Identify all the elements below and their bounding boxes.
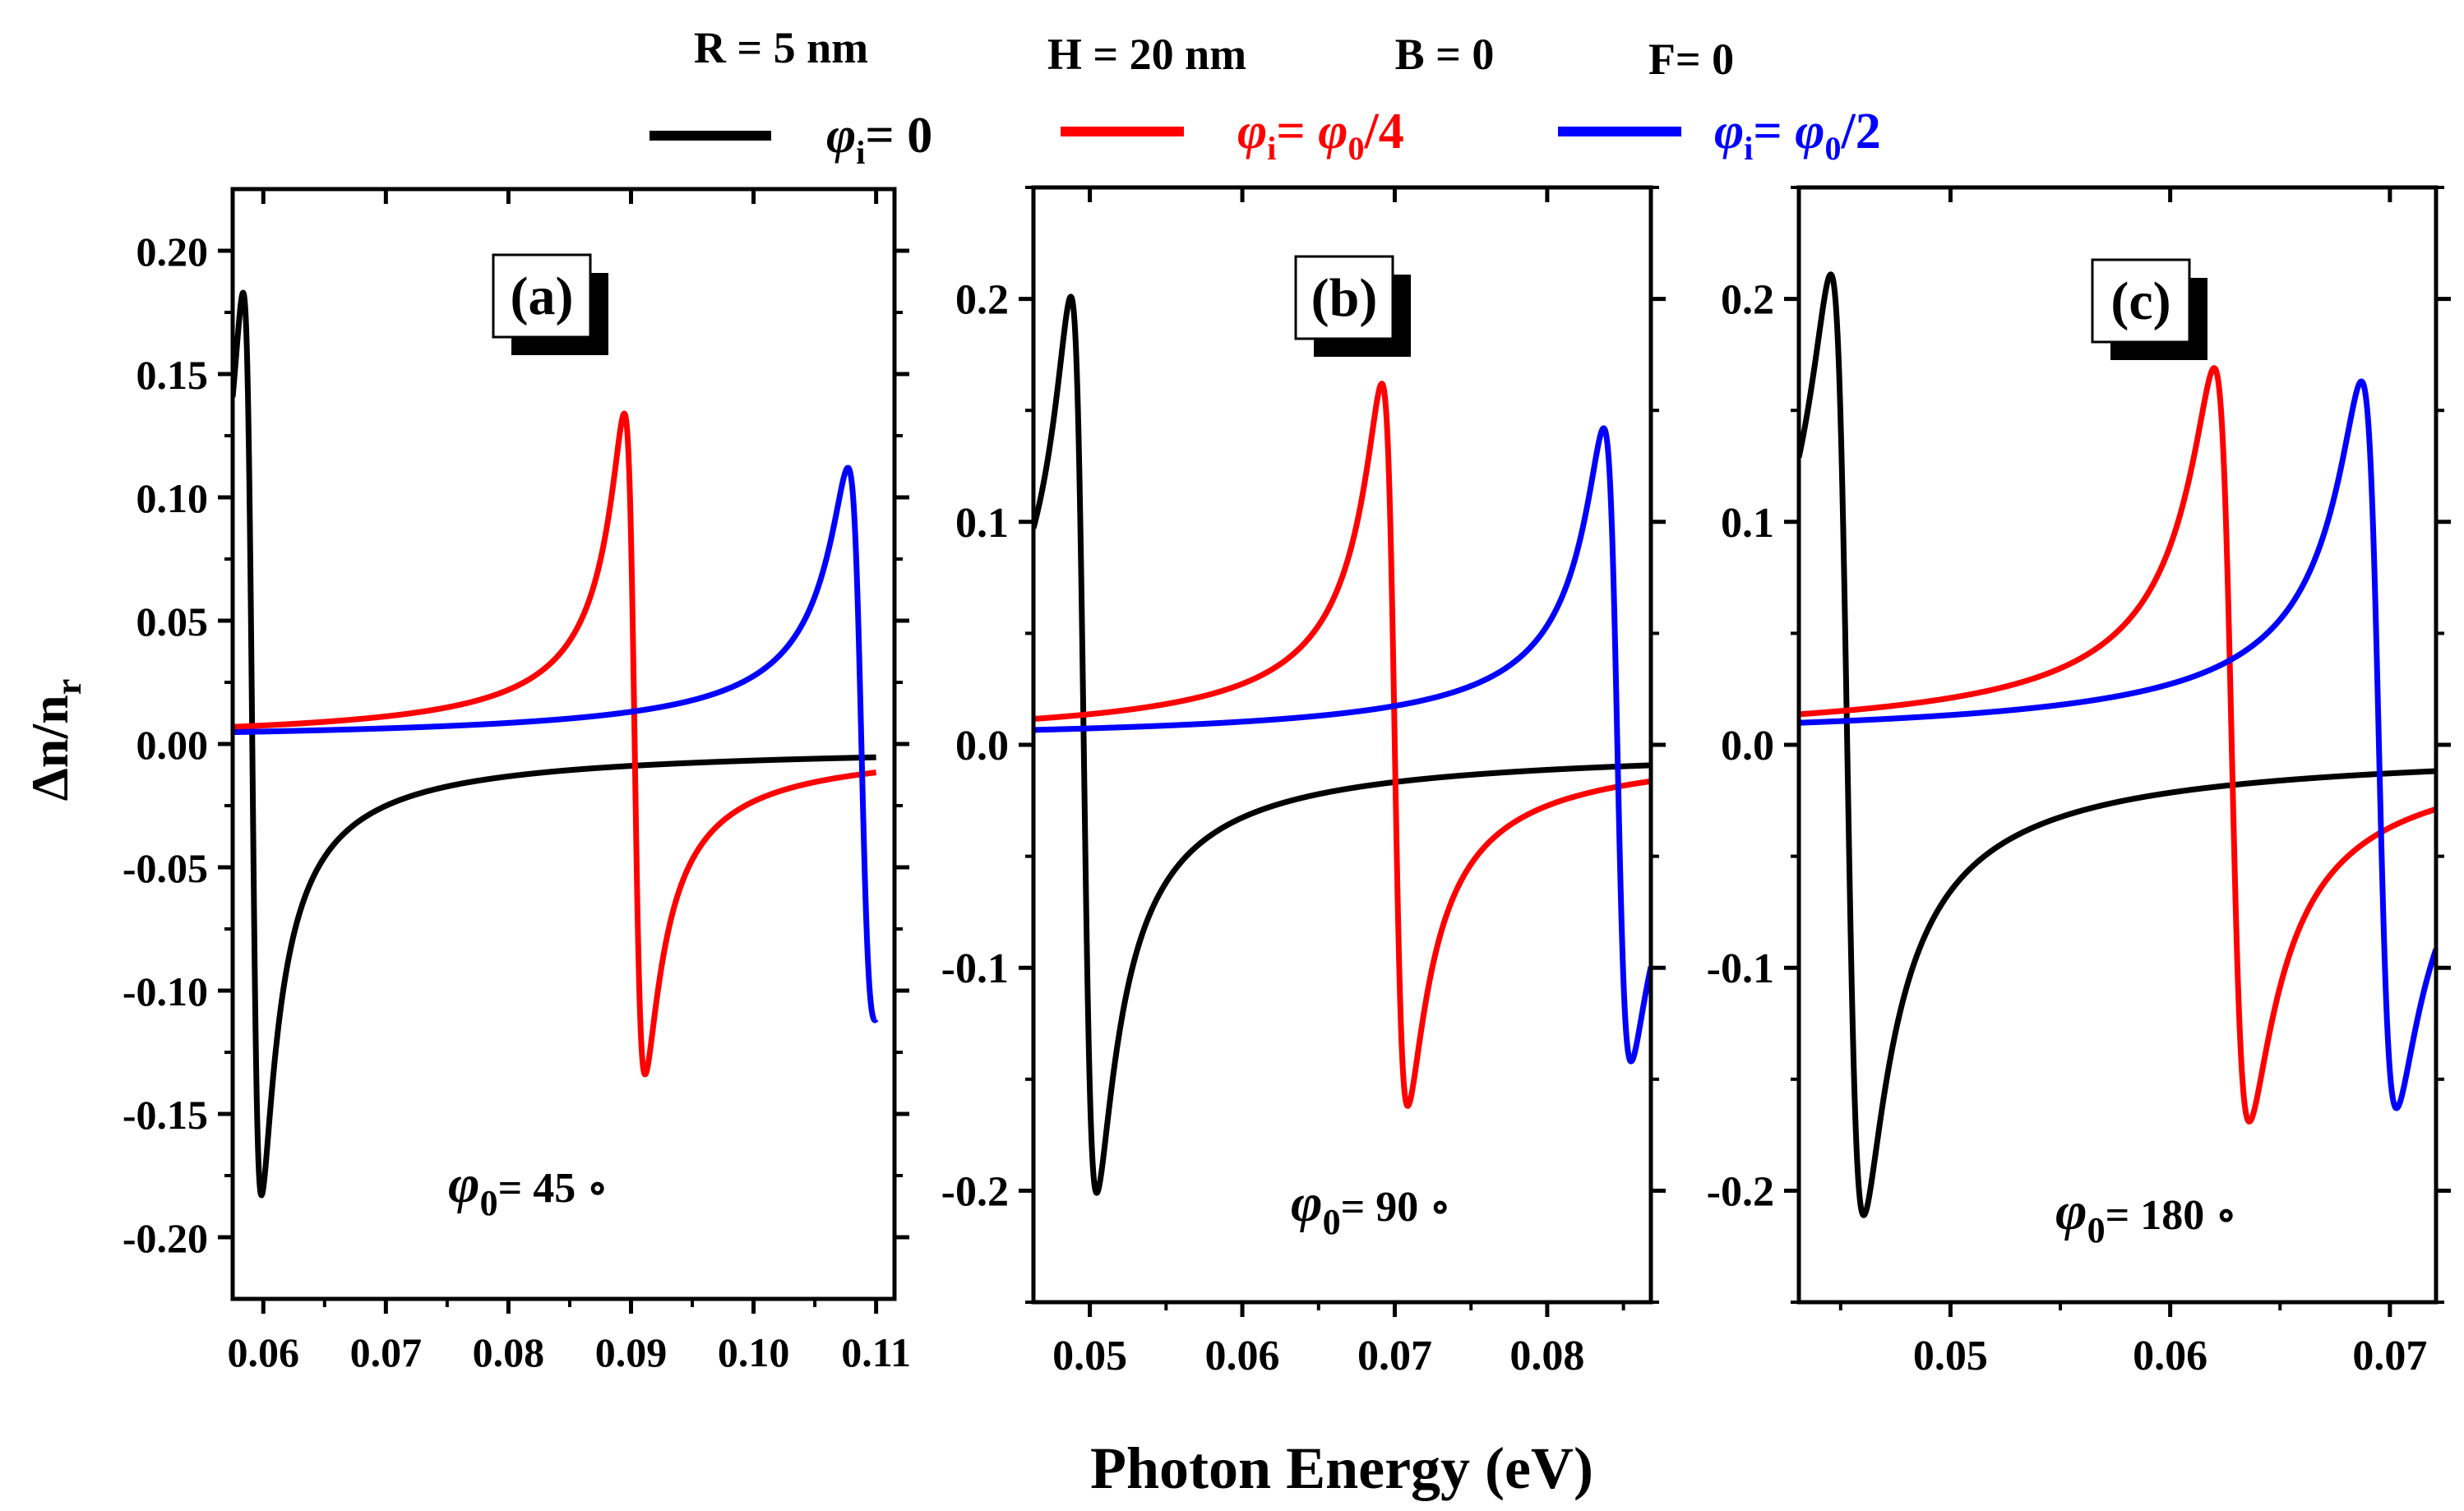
panel-label: (a) — [511, 266, 574, 326]
y-tick-label: 0.00 — [136, 722, 209, 768]
y-tick-label: -0.05 — [123, 845, 208, 891]
panel-label-box: (a) — [492, 253, 608, 355]
plot-area — [1033, 293, 1651, 1196]
series-line-phi-quarter — [233, 410, 879, 1078]
param-radius: R = 5 nm — [694, 23, 868, 72]
panel-b: 0.05 0.06 0.07 0.08 -0.2 -0.1 0.0 0.1 0.2 (b) φ0= … — [941, 185, 1666, 1379]
x-tick-label: 0.09 — [595, 1329, 668, 1375]
y-tick-label: -0.2 — [941, 1168, 1009, 1215]
x-tick-label: 0.05 — [1052, 1333, 1127, 1379]
plot-area — [233, 289, 879, 1199]
panel-a: 0.06 0.07 0.08 0.09 0.10 0.11 -0.20 -0.15 -0.10 -… — [123, 187, 911, 1375]
param-height: H = 20 nm — [1047, 30, 1246, 79]
y-axis-label: Δn/nr — [21, 679, 89, 802]
series-line-phi-zero — [233, 289, 879, 1199]
x-tick-label: 0.07 — [2352, 1333, 2427, 1379]
phi0-annotation: φ0= 45 ∘ — [448, 1154, 608, 1223]
y-tick-label: 0.0 — [955, 723, 1009, 769]
series-line-phi-zero — [1799, 271, 2436, 1218]
series-line-phi-half — [233, 464, 879, 1024]
legend-label-phi-zero: φi= 0 — [826, 108, 932, 171]
x-tick-label: 0.08 — [473, 1329, 545, 1375]
x-tick-label: 0.05 — [1913, 1333, 1988, 1379]
x-tick-label: 0.06 — [2133, 1333, 2207, 1379]
y-tick-label: -0.15 — [123, 1092, 208, 1138]
x-tick-label: 0.06 — [228, 1329, 300, 1375]
legend-label-phi-half: φi= φ0/2 — [1714, 104, 1881, 167]
y-tick-label: 0.2 — [1721, 277, 1774, 324]
y-tick-label: -0.20 — [123, 1215, 208, 1261]
plot-area — [1799, 271, 2436, 1218]
param-electric-field: F= 0 — [1648, 35, 1734, 84]
y-tick-label: 0.0 — [1721, 723, 1774, 769]
series-line-phi-quarter — [1799, 365, 2436, 1125]
x-tick-label: 0.08 — [1509, 1333, 1584, 1379]
y-tick-label: 0.10 — [136, 475, 209, 521]
panel-c: 0.05 0.06 0.07 -0.2 -0.1 0.0 0.1 0.2 (c) φ0= 180 … — [1707, 185, 2451, 1379]
y-tick-label: -0.1 — [941, 945, 1009, 992]
param-magnetic-field: B = 0 — [1395, 30, 1495, 79]
series-line-phi-half — [1799, 378, 2436, 1111]
axes-frame — [230, 187, 897, 1301]
panel-label-box: (b) — [1294, 255, 1411, 357]
panel-label-box: (c) — [2091, 258, 2207, 360]
x-tick-label: 0.07 — [1357, 1333, 1432, 1379]
x-tick-label: 0.06 — [1205, 1333, 1280, 1379]
x-tick-label: 0.10 — [718, 1329, 790, 1375]
phi0-annotation: φ0= 180 ∘ — [2055, 1181, 2237, 1250]
y-tick-label: -0.1 — [1707, 945, 1774, 992]
y-tick-label: -0.2 — [1707, 1168, 1774, 1215]
series-line-phi-half — [1033, 425, 1651, 1065]
series-line-phi-zero — [1033, 293, 1651, 1196]
x-tick-label: 0.07 — [350, 1329, 423, 1375]
y-tick-label: 0.2 — [955, 277, 1009, 324]
y-tick-label: 0.20 — [136, 229, 209, 275]
x-tick-label: 0.11 — [841, 1329, 911, 1375]
x-axis-label: Photon Energy (eV) — [1090, 1435, 1593, 1501]
panel-label: (b) — [1311, 268, 1378, 328]
legend-label-phi-quarter: φi= φ0/4 — [1237, 104, 1404, 167]
y-tick-label: 0.05 — [136, 598, 209, 645]
y-tick-label: 0.15 — [136, 352, 209, 398]
y-tick-label: 0.1 — [1721, 500, 1774, 547]
y-tick-label: -0.10 — [123, 968, 208, 1014]
legend: φi= 0 φi= φ0/4 φi= φ0/2 — [650, 104, 1881, 171]
series-line-phi-quarter — [1033, 381, 1651, 1109]
panel-label: (c) — [2110, 271, 2170, 331]
y-tick-label: 0.1 — [955, 500, 1009, 547]
phi0-annotation: φ0= 90 ∘ — [1291, 1173, 1451, 1242]
